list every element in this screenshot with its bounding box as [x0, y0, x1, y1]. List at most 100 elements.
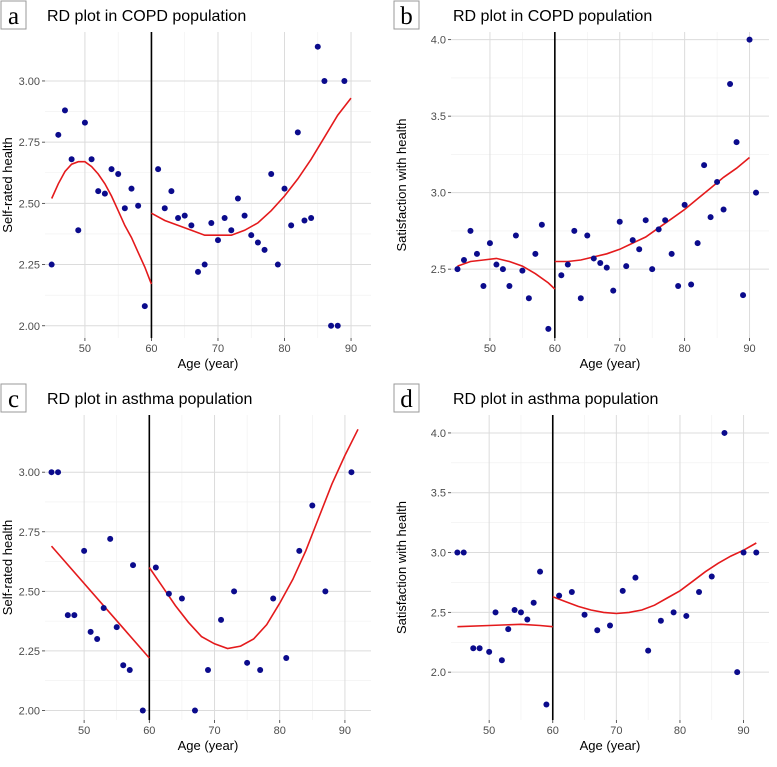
data-point: [178, 595, 185, 602]
data-point: [645, 647, 652, 654]
data-point: [493, 261, 500, 268]
data-point: [348, 469, 355, 476]
data-point: [71, 612, 78, 619]
data-point: [188, 222, 195, 229]
data-point: [657, 617, 664, 624]
data-point: [629, 237, 636, 244]
x-tick-label: 80: [679, 343, 691, 355]
y-tick-label: 4.0: [431, 428, 446, 440]
chart-title: RD plot in asthma population: [453, 391, 658, 408]
data-point: [120, 662, 127, 669]
data-point: [584, 232, 591, 239]
data-point: [81, 547, 88, 554]
data-point: [314, 43, 321, 50]
data-point: [590, 255, 597, 262]
data-point: [688, 281, 695, 288]
data-point: [268, 170, 275, 177]
data-point: [294, 129, 301, 136]
chart-title: RD plot in asthma population: [47, 391, 252, 408]
y-axis-title: Self-rated health: [0, 520, 15, 615]
x-tick-label: 60: [549, 343, 561, 355]
panel-label: a: [8, 3, 19, 30]
data-point: [68, 156, 75, 163]
y-tick-label: 3.00: [19, 467, 40, 479]
x-axis-title: Age (year): [178, 356, 239, 371]
data-point: [201, 261, 208, 268]
fit-line-left: [50, 160, 153, 285]
data-point: [696, 589, 703, 596]
x-tick-label: 50: [78, 725, 90, 737]
x-tick-label: 60: [143, 725, 155, 737]
data-point: [121, 205, 128, 212]
data-point: [556, 592, 563, 599]
data-point: [486, 240, 493, 247]
data-point: [701, 162, 708, 169]
data-point: [564, 261, 571, 268]
data-point: [740, 549, 747, 556]
panel-c: c RD plot in asthma population 50 60 70 80 90 2…: [0, 383, 371, 753]
y-tick-label: 3.5: [431, 488, 446, 500]
x-tick-label: 70: [212, 343, 224, 355]
data-point: [128, 185, 135, 192]
data-point: [675, 282, 682, 289]
y-tick-label: 3.0: [431, 548, 446, 560]
data-point: [594, 627, 601, 634]
x-tick-label: 70: [614, 343, 626, 355]
data-point: [322, 588, 329, 595]
data-point: [480, 282, 487, 289]
panel-b: b RD plot in COPD population 50 60 70 80 90 2.5…: [393, 0, 769, 371]
data-point: [746, 36, 753, 43]
plot-area: [451, 415, 769, 720]
data-point: [87, 628, 94, 635]
data-point: [694, 240, 701, 247]
data-point: [130, 562, 137, 569]
panel-label: b: [400, 3, 413, 30]
y-tick-label: 2.50: [19, 586, 40, 598]
y-tick-label: 3.5: [431, 111, 446, 123]
data-point: [558, 272, 565, 279]
gridlines: [451, 32, 769, 338]
data-point: [168, 188, 175, 195]
data-point: [208, 219, 215, 226]
data-points: [454, 36, 760, 332]
data-point: [610, 287, 617, 294]
x-tick-label: 50: [79, 343, 91, 355]
data-point: [81, 119, 88, 126]
y-tick-label: 2.25: [19, 646, 40, 658]
data-point: [581, 611, 588, 618]
data-point: [301, 217, 308, 224]
y-tick-label: 2.75: [19, 527, 40, 539]
data-point: [681, 201, 688, 208]
data-point: [727, 81, 734, 88]
data-point: [257, 666, 264, 673]
y-tick-label: 2.0: [431, 667, 446, 679]
x-tick-label: 90: [743, 343, 755, 355]
y-axis-title: Satisfaction with health: [394, 501, 409, 634]
plot-area: [451, 32, 769, 338]
y-tick-label: 3.00: [19, 76, 40, 88]
data-point: [662, 217, 669, 224]
fit-line-right: [151, 97, 352, 236]
data-point: [296, 547, 303, 554]
data-point: [218, 616, 225, 623]
data-point: [270, 595, 277, 602]
chart-title: RD plot in COPD population: [47, 8, 246, 25]
data-point: [734, 669, 741, 676]
data-point: [195, 268, 202, 275]
data-point: [683, 612, 690, 619]
data-point: [753, 549, 760, 556]
data-point: [126, 666, 133, 673]
x-tick-label: 90: [737, 725, 749, 737]
y-tick-label: 2.25: [19, 260, 40, 272]
data-point: [321, 77, 328, 84]
data-point: [655, 226, 662, 233]
panel-label-box: [0, 383, 27, 413]
x-tick-label: 90: [345, 343, 357, 355]
data-point: [538, 221, 545, 228]
x-axis-title: Age (year): [580, 356, 641, 371]
data-point: [88, 156, 95, 163]
x-tick-label: 70: [208, 725, 220, 737]
data-point: [454, 266, 461, 273]
fit-line-right: [148, 428, 359, 650]
